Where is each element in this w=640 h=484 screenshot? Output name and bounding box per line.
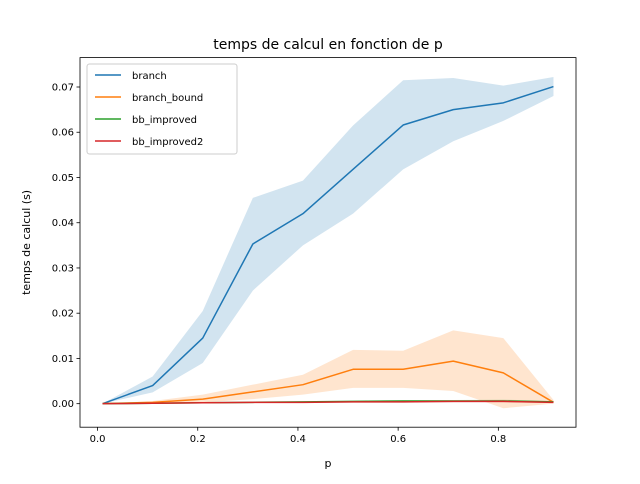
legend: branch branch_bound bb_improved bb_improved… bbox=[86, 63, 238, 155]
y-tick-label: 0.06 bbox=[52, 128, 74, 139]
legend-box bbox=[86, 63, 238, 155]
y-tick-label: 0.04 bbox=[52, 218, 74, 229]
legend-label-branch: branch bbox=[132, 71, 167, 82]
x-tick-label: 0.8 bbox=[490, 434, 506, 445]
branch-bound-band bbox=[102, 330, 554, 409]
legend-label-bb-improved: bb_improved bbox=[132, 115, 197, 126]
y-tick-label: 0.07 bbox=[52, 83, 74, 94]
y-tick-label: 0.02 bbox=[52, 309, 74, 320]
x-tick-label: 0.2 bbox=[190, 434, 206, 445]
x-tick-label: 0.4 bbox=[290, 434, 306, 445]
bb-improved2-line bbox=[102, 400, 554, 405]
branch-bound-line bbox=[102, 360, 554, 405]
y-tick-label: 0.03 bbox=[52, 263, 74, 274]
chart-title: temps de calcul en fonction de p bbox=[213, 37, 443, 53]
y-tick-label: 0.01 bbox=[52, 354, 74, 365]
legend-label-branch-bound: branch_bound bbox=[132, 93, 203, 104]
x-tick-label: 0.0 bbox=[90, 434, 106, 445]
branch-band bbox=[102, 77, 554, 404]
y-tick-label: 0.00 bbox=[52, 399, 74, 410]
series-lines bbox=[102, 85, 554, 405]
branch-line bbox=[102, 85, 554, 405]
x-axis-label: p bbox=[325, 457, 332, 470]
y-axis-ticks: 0.00 0.01 0.02 0.03 0.04 0.05 0.06 0.07 bbox=[52, 83, 80, 410]
x-tick-label: 0.6 bbox=[390, 434, 406, 445]
y-axis-label: temps de calcul (s) bbox=[20, 190, 33, 295]
x-axis-ticks: 0.0 0.2 0.4 0.6 0.8 bbox=[90, 427, 506, 445]
plot-area-frame bbox=[79, 57, 577, 428]
legend-label-bb-improved2: bb_improved2 bbox=[132, 137, 203, 148]
y-tick-label: 0.05 bbox=[52, 173, 74, 184]
